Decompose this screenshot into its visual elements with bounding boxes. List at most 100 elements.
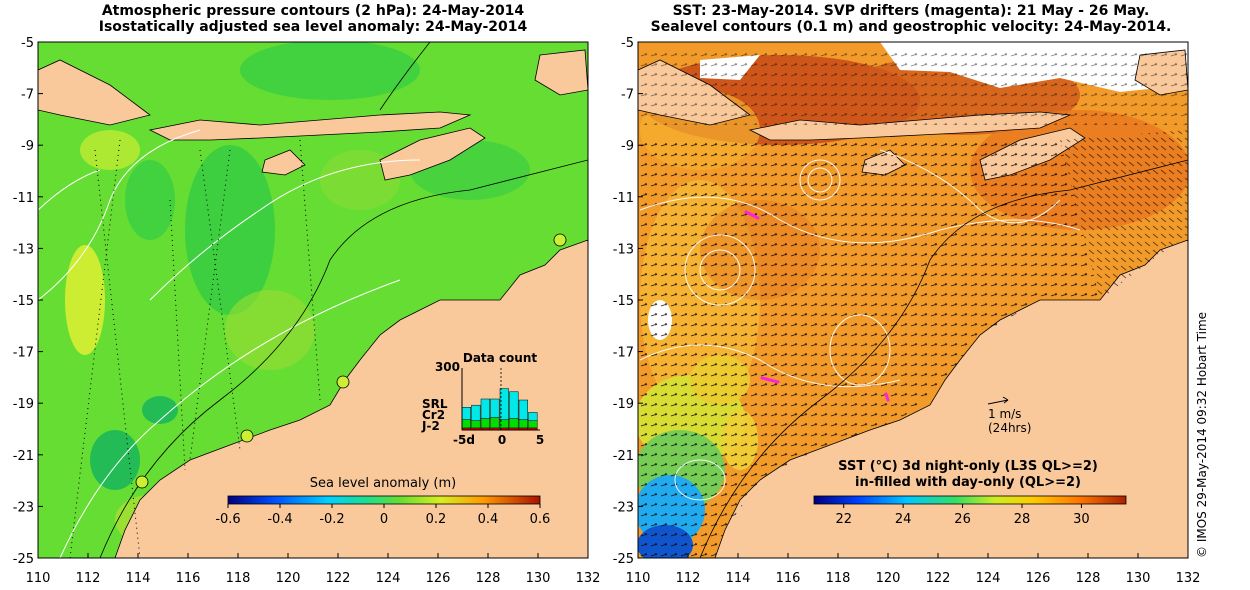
left-y-tick-label: -23 xyxy=(13,500,34,515)
right-y-tick-label: -5 xyxy=(621,36,634,51)
right-x-tick-label: 110 xyxy=(626,571,651,586)
left-ground-tracks xyxy=(69,139,321,558)
velocity-scale-legend: 1 m/s (24hrs) xyxy=(987,396,1031,435)
right-x-tick-label: 130 xyxy=(1126,571,1151,586)
right-x-tick-label: 132 xyxy=(1176,571,1201,586)
data-count-xlabels: -5d 0 5 xyxy=(453,433,544,447)
right-x-tick-label: 128 xyxy=(1076,571,1101,586)
data-count-legend-j-2: J-2 xyxy=(421,419,440,433)
sea-level-colorbar-tick-label: -0.4 xyxy=(267,512,292,527)
svp-drifters xyxy=(744,210,890,402)
left-x-tick-label: 120 xyxy=(276,571,301,586)
right-y-tick-label: -25 xyxy=(613,552,634,567)
right-x-tick-label: 114 xyxy=(726,571,751,586)
data-count-bar-cr2 xyxy=(509,418,519,429)
data-count-xlabel: 5 xyxy=(536,433,544,447)
data-count-bar-srl xyxy=(461,407,471,420)
left-x-tick-label: 128 xyxy=(476,571,501,586)
right-x-tick-label: 118 xyxy=(826,571,851,586)
sst-colorbar xyxy=(813,495,1127,505)
right-y-tick-label: -21 xyxy=(613,449,634,464)
right-y-tick-label: -17 xyxy=(613,346,634,361)
left-y-tick-label: -19 xyxy=(13,397,34,412)
right-x-tick-label: 122 xyxy=(926,571,951,586)
sst-colorbar-title-line1: SST (°C) 3d night-only (L3S QL>=2) xyxy=(838,459,1098,474)
right-x-tick-label: 112 xyxy=(676,571,701,586)
sea-level-contours xyxy=(639,149,1081,501)
data-count-bar-cr2 xyxy=(528,420,538,429)
right-y-tick-label: -13 xyxy=(613,242,634,257)
right-y-tick-label: -9 xyxy=(621,139,634,154)
sst-colorbar-tick-label: 24 xyxy=(895,512,912,527)
sst-colorbar-tick-label: 26 xyxy=(954,512,971,527)
sst-colorbar-title-line2: in-filled with day-only (QL>=2) xyxy=(855,475,1081,490)
left-x-tick-label: 118 xyxy=(226,571,251,586)
left-x-tick-label: 130 xyxy=(526,571,551,586)
sea-level-colorbar-tick-label: 0 xyxy=(380,512,388,527)
left-title-line1: Atmospheric pressure contours (2 hPa): 2… xyxy=(102,3,525,19)
data-count-bar-cr2 xyxy=(490,417,500,429)
right-y-tick-label: -7 xyxy=(621,88,634,103)
sea-level-colorbar xyxy=(227,495,541,505)
left-y-tick-label: -11 xyxy=(13,191,34,206)
data-count-bar-srl xyxy=(499,388,509,420)
right-y-tick-label: -23 xyxy=(613,500,634,515)
data-count-bar-cr2 xyxy=(518,419,528,429)
right-bathymetry-contour xyxy=(699,159,1188,558)
data-count-bar-srl xyxy=(528,412,538,421)
left-x-tick-label: 126 xyxy=(426,571,451,586)
left-x-tick-label: 132 xyxy=(576,571,601,586)
sst-colorbar-tick-label: 22 xyxy=(835,512,852,527)
left-x-tick-label: 122 xyxy=(326,571,351,586)
right-y-tick-label: -11 xyxy=(613,191,634,206)
sea-level-colorbar-tick-label: 0.4 xyxy=(478,512,499,527)
left-y-tick-label: -7 xyxy=(21,88,34,103)
left-y-tick-label: -9 xyxy=(21,139,34,154)
sea-level-colorbar-tick-label: -0.6 xyxy=(215,512,240,527)
geostrophic-velocity-field xyxy=(638,50,1188,558)
data-count-bar-srl xyxy=(509,391,519,419)
right-title-line2: Sealevel contours (0.1 m) and geostrophi… xyxy=(651,19,1172,35)
left-y-tick-label: -15 xyxy=(13,294,34,309)
left-x-tick-label: 114 xyxy=(126,571,151,586)
velocity-scale-sublabel: (24hrs) xyxy=(988,421,1031,435)
sst-map xyxy=(638,42,1188,558)
sst-colorbar-tick-label: 30 xyxy=(1073,512,1090,527)
left-y-tick-label: -13 xyxy=(13,242,34,257)
left-x-tick-label: 112 xyxy=(76,571,101,586)
sea-level-map xyxy=(38,42,588,558)
data-count-legend-srl: SRL xyxy=(422,397,448,411)
right-x-tick-label: 120 xyxy=(876,571,901,586)
right-x-tick-label: 116 xyxy=(776,571,801,586)
data-count-bars xyxy=(461,368,540,431)
left-pressure-contours xyxy=(99,42,588,558)
right-y-tick-label: -19 xyxy=(613,397,634,412)
tide-gauges xyxy=(135,233,567,489)
left-y-tick-label: -5 xyxy=(21,36,34,51)
sea-level-colorbar-title: Sea level anomaly (m) xyxy=(310,476,456,491)
data-count-bar-srl xyxy=(518,399,528,420)
data-count-title: Data count xyxy=(463,351,538,365)
left-y-tick-label: -21 xyxy=(13,449,34,464)
data-count-bar-srl xyxy=(490,398,500,418)
data-count-legend-cr2: Cr2 xyxy=(422,408,445,422)
left-title-line2: Isostatically adjusted sea level anomaly… xyxy=(99,19,528,35)
left-land xyxy=(38,49,588,558)
velocity-scale-label: 1 m/s xyxy=(988,407,1021,421)
left-x-tick-label: 124 xyxy=(376,571,401,586)
left-white-contours xyxy=(38,129,421,558)
data-count-bar-srl xyxy=(471,404,481,421)
imos-credit: © IMOS 29-May-2014 09:32 Hobart Time xyxy=(1195,312,1209,558)
sea-level-colorbar-ticks: -0.6 -0.4 -0.2 0 0.2 0.4 0.6 xyxy=(215,504,550,527)
data-count-bar-cr2 xyxy=(461,419,471,429)
sea-level-colorbar-tick-label: 0.6 xyxy=(530,512,551,527)
data-count-xlabel: -5d xyxy=(453,433,475,447)
right-y-tick-label: -15 xyxy=(613,294,634,309)
axis-tick-labels: 110 112 114 116 118 120 122 124 126 128 130 132 -5 -7… xyxy=(13,36,1201,586)
sst-colorbar-ticks: 22 24 26 28 30 xyxy=(835,504,1090,527)
left-x-tick-label: 116 xyxy=(176,571,201,586)
right-x-tick-label: 126 xyxy=(1026,571,1051,586)
data-count-bar-srl xyxy=(480,398,490,419)
